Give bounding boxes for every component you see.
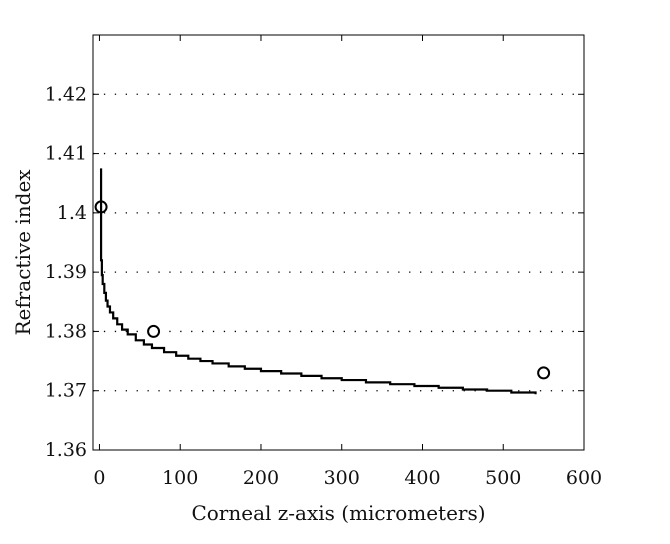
y-tick-label: 1.37 [45, 380, 87, 402]
y-tick-label: 1.4 [57, 202, 87, 224]
y-axis-label: Refractive index [11, 169, 35, 336]
x-tick-label: 100 [162, 467, 198, 489]
x-tick-label: 500 [485, 467, 521, 489]
data-point-marker [94, 200, 108, 214]
x-tick-label: 200 [243, 467, 279, 489]
series-markers-group [94, 200, 551, 380]
x-tick-label: 600 [566, 467, 602, 489]
y-tick-label: 1.36 [45, 439, 87, 461]
plot-frame [92, 34, 585, 451]
y-tick-label: 1.39 [45, 261, 87, 283]
y-tick-label: 1.41 [45, 143, 87, 165]
y-tick-label: 1.42 [45, 83, 87, 105]
x-tick-label: 400 [404, 467, 440, 489]
series-line-group [99, 168, 537, 395]
refractive-index-curve [99, 168, 537, 395]
y-tick-label: 1.38 [45, 320, 87, 342]
axis-ticks: 1.36 1.37 1.38 1.39 1.4 1.41 1.42 0 100 200 300 400… [45, 35, 602, 489]
data-point-marker [147, 324, 161, 338]
x-tick-label: 0 [93, 467, 105, 489]
x-axis-label: Corneal z-axis (micrometers) [191, 501, 485, 525]
x-tick-label: 300 [324, 467, 360, 489]
data-point-marker [537, 366, 551, 380]
